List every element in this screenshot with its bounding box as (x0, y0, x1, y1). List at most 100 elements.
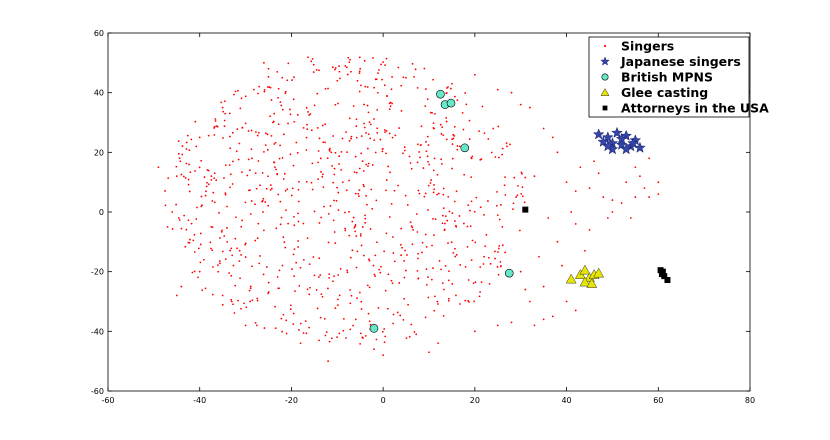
data-point (565, 300, 568, 303)
data-point (279, 101, 282, 103)
data-point (309, 113, 312, 115)
data-point (284, 209, 287, 212)
data-point (281, 108, 284, 111)
data-point (262, 229, 265, 232)
data-point (224, 164, 227, 167)
data-point (362, 254, 365, 257)
data-point (280, 104, 283, 107)
data-point (298, 329, 300, 331)
data-point (276, 276, 279, 278)
data-point (302, 332, 305, 334)
data-point (606, 217, 609, 219)
data-point (505, 142, 508, 145)
data-point (365, 131, 367, 134)
data-point (338, 70, 341, 73)
data-point (213, 201, 216, 204)
data-point (224, 193, 227, 196)
legend-marker (603, 44, 607, 48)
data-point (178, 157, 181, 160)
data-point (273, 112, 276, 115)
data-point (181, 153, 184, 156)
data-point (397, 184, 399, 187)
data-point (348, 140, 351, 142)
data-point (332, 135, 335, 137)
data-point (432, 122, 435, 124)
data-point (319, 157, 322, 160)
data-point (487, 256, 490, 259)
data-point (305, 106, 308, 109)
data-point (289, 113, 292, 116)
data-point (473, 300, 476, 303)
data-point (258, 262, 261, 265)
data-point (348, 210, 350, 213)
data-point (214, 120, 217, 122)
data-point (177, 140, 180, 143)
data-point (318, 69, 320, 72)
data-point (497, 273, 500, 276)
data-point (282, 313, 285, 316)
data-point (219, 237, 221, 239)
data-point (396, 311, 399, 314)
data-point (386, 95, 389, 97)
data-point (377, 306, 380, 309)
data-point (228, 135, 231, 138)
data-point (447, 279, 450, 282)
data-point (453, 200, 456, 203)
data-point (310, 181, 313, 184)
data-point (627, 137, 639, 149)
data-point (452, 252, 455, 254)
data-point (440, 268, 442, 271)
data-point (385, 57, 388, 60)
data-point (185, 162, 188, 165)
data-point (515, 196, 518, 198)
data-point (385, 189, 387, 192)
data-point (359, 332, 362, 335)
data-point (178, 219, 181, 221)
data-point (362, 183, 365, 186)
data-point (228, 164, 231, 166)
data-point (238, 142, 241, 145)
data-point (496, 190, 498, 193)
data-point (255, 187, 258, 190)
data-point (292, 98, 295, 101)
data-point (241, 171, 243, 174)
data-point (445, 117, 448, 119)
data-point (334, 242, 337, 244)
data-point (434, 112, 436, 115)
data-point (244, 201, 247, 204)
data-point (277, 87, 280, 90)
data-point (381, 78, 383, 81)
data-point (349, 328, 352, 331)
data-points (157, 56, 671, 363)
data-point (406, 204, 409, 206)
data-point (231, 131, 234, 134)
data-point (384, 289, 387, 292)
data-point (523, 201, 526, 204)
data-point (265, 187, 268, 190)
data-point (365, 194, 368, 197)
data-point (266, 148, 269, 151)
data-point (275, 168, 277, 171)
data-point (228, 272, 231, 274)
data-point (533, 324, 536, 327)
data-point (442, 193, 445, 196)
data-point (436, 193, 439, 196)
data-point (190, 222, 193, 225)
data-point (198, 270, 201, 273)
data-point (433, 157, 436, 160)
data-point (348, 234, 351, 237)
data-point (217, 264, 219, 267)
data-point (488, 282, 491, 285)
data-point (245, 306, 248, 309)
legend-label: Glee casting (621, 85, 708, 100)
data-point (321, 295, 324, 298)
data-point (385, 179, 388, 181)
data-point (334, 307, 337, 310)
data-point (403, 260, 406, 262)
data-point (345, 337, 347, 339)
data-point (494, 257, 496, 260)
data-point (482, 263, 485, 265)
data-point (332, 219, 335, 222)
data-point (306, 123, 308, 126)
data-point (556, 240, 559, 243)
